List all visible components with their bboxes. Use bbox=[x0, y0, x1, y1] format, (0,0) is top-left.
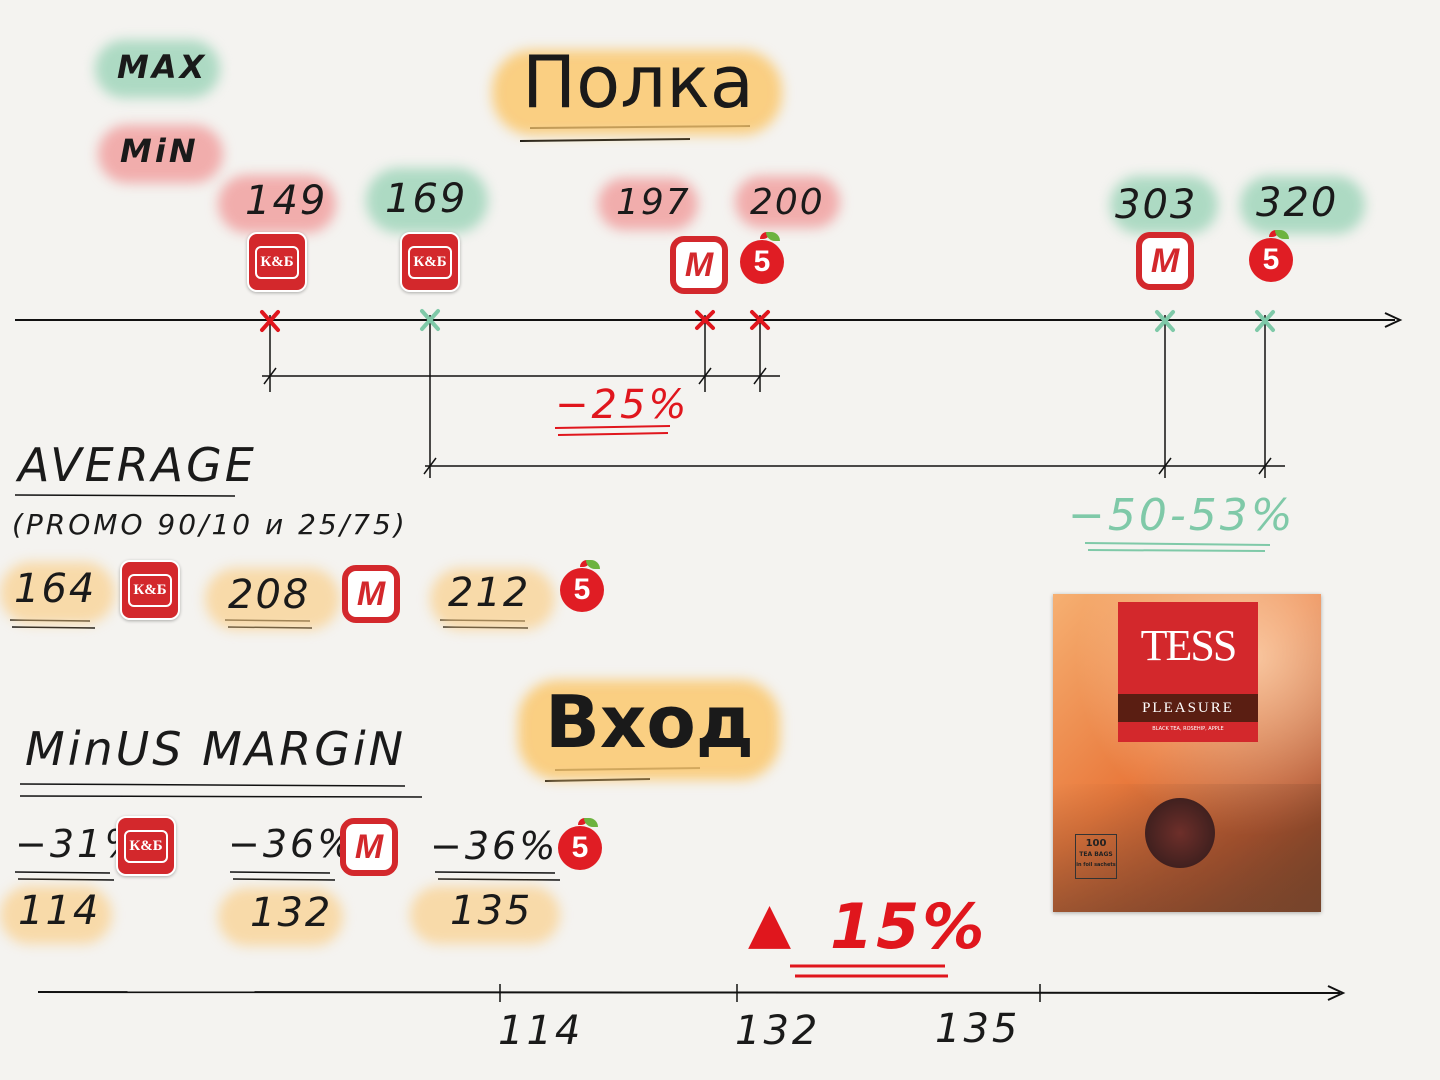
legend-max: MAX bbox=[117, 48, 208, 86]
product-image: TESS PLEASURE BLACK TEA, ROSEHIP, APPLE … bbox=[1053, 594, 1321, 912]
price-label: 303 bbox=[1115, 182, 1198, 228]
margin-pct: −36% bbox=[228, 822, 357, 866]
kb-logo-icon: К&Б bbox=[120, 560, 180, 620]
average-subtitle: (PROMO 90/10 и 25/75) bbox=[12, 508, 408, 541]
bag-count-badge: 100 TEA BAGS in foil sachets bbox=[1075, 834, 1117, 879]
margin-price: 135 bbox=[450, 888, 533, 934]
magnit-logo-icon: M bbox=[342, 565, 400, 623]
magnit-logo-icon: M bbox=[1136, 232, 1194, 290]
delta-triangle-icon: ▲ bbox=[748, 891, 792, 956]
bag-pack-note: in foil sachets bbox=[1076, 862, 1116, 868]
pyaterochka-logo-icon: 5 bbox=[1249, 230, 1293, 282]
price-label: 320 bbox=[1256, 180, 1339, 226]
product-name: PLEASURE bbox=[1118, 694, 1258, 722]
delta-value: 15% bbox=[830, 890, 988, 963]
entry-title: Вход bbox=[545, 680, 754, 764]
magnit-logo-icon: M bbox=[340, 818, 398, 876]
average-title: AVERAGE bbox=[18, 438, 257, 492]
axis-tick-label: 114 bbox=[498, 1008, 584, 1054]
kb-logo-icon: К&Б bbox=[247, 232, 307, 292]
tea-spoon bbox=[1145, 798, 1215, 868]
price-label: 149 bbox=[245, 178, 328, 224]
minus-margin-title: MinUS MARGiN bbox=[25, 722, 407, 776]
price-label: 169 bbox=[385, 176, 468, 222]
average-value: 208 bbox=[228, 572, 311, 618]
kb-logo-icon: К&Б bbox=[400, 232, 460, 292]
max-diff-label: −50-53% bbox=[1068, 490, 1296, 541]
price-label: 200 bbox=[750, 182, 825, 223]
min-diff-label: −25% bbox=[555, 382, 690, 428]
brand-name: TESS bbox=[1140, 621, 1238, 670]
average-value: 212 bbox=[448, 570, 531, 616]
legend-min: MiN bbox=[120, 132, 199, 170]
product-desc: BLACK TEA, ROSEHIP, APPLE bbox=[1152, 726, 1224, 732]
price-label: 197 bbox=[616, 182, 691, 223]
pyaterochka-logo-icon: 5 bbox=[560, 560, 604, 612]
bag-count: 100 bbox=[1085, 838, 1107, 849]
kb-logo-icon: К&Б bbox=[116, 816, 176, 876]
tess-label: TESS PLEASURE BLACK TEA, ROSEHIP, APPLE bbox=[1118, 602, 1258, 742]
margin-price: 114 bbox=[18, 888, 101, 934]
magnit-logo-icon: M bbox=[670, 236, 728, 294]
shelf-title: Полка bbox=[522, 40, 754, 124]
axis-tick-label: 135 bbox=[935, 1006, 1021, 1052]
bag-count-label: TEA BAGS bbox=[1079, 851, 1113, 858]
pyaterochka-logo-icon: 5 bbox=[558, 818, 602, 870]
margin-price: 132 bbox=[250, 890, 333, 936]
axis-tick-label: 132 bbox=[735, 1008, 821, 1054]
pyaterochka-logo-icon: 5 bbox=[740, 232, 784, 284]
average-value: 164 bbox=[14, 566, 97, 612]
margin-pct: −36% bbox=[430, 824, 559, 868]
